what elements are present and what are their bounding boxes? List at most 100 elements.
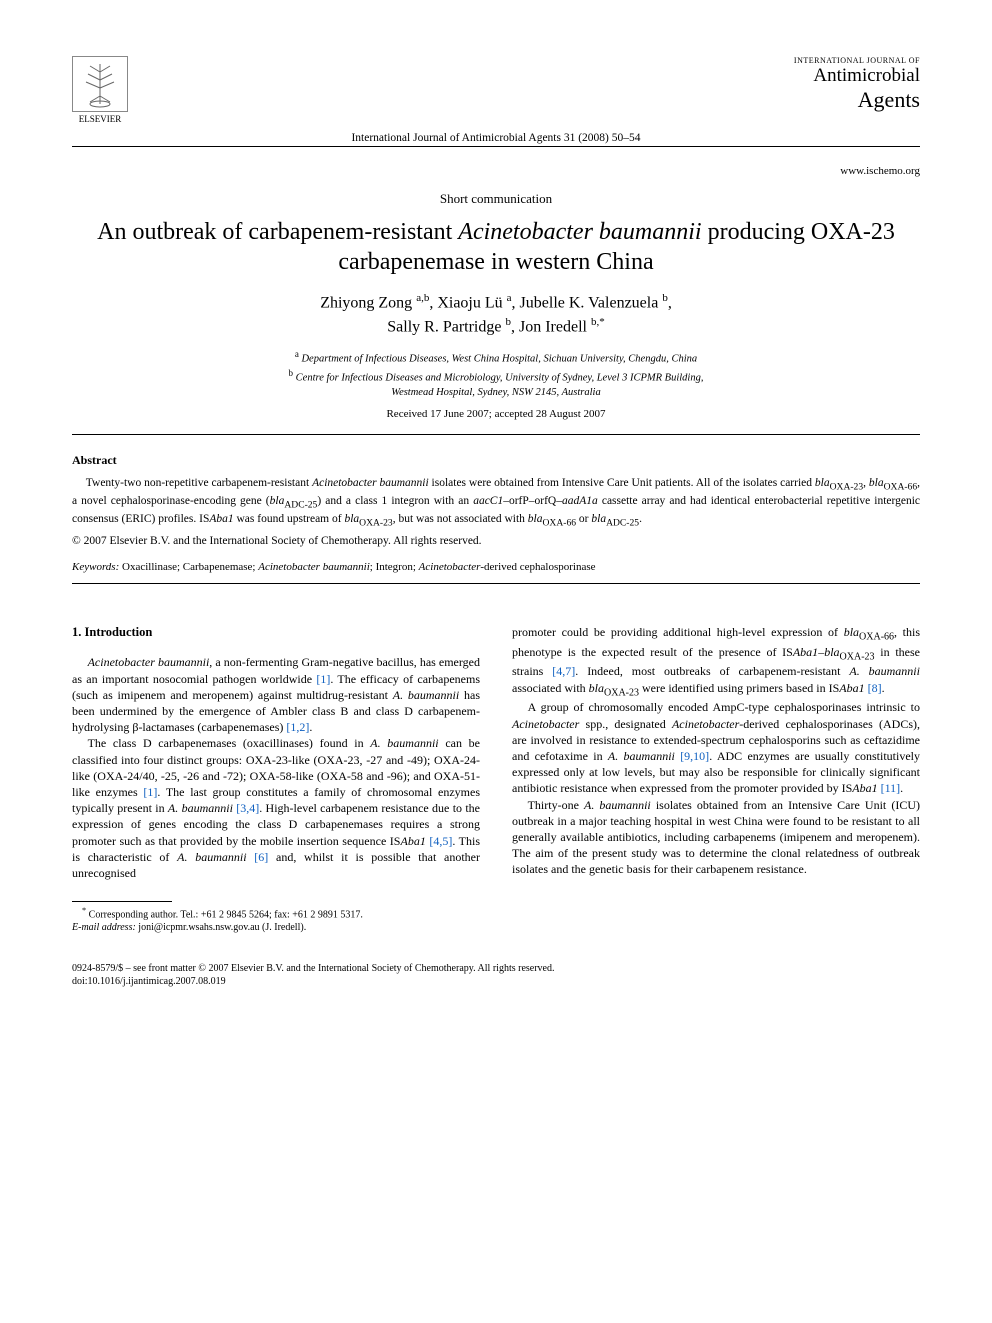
cite-910[interactable]: [9,10] (680, 749, 709, 763)
abs-t5: ) and a class 1 integron with an (317, 495, 473, 507)
abs-gene6-sub: OXA-23 (359, 518, 393, 529)
r1-gene2-sub: OXA-23 (840, 651, 875, 662)
r1-gene3: bla (589, 681, 604, 695)
citation-line: International Journal of Antimicrobial A… (72, 132, 920, 144)
r2-t7: . (900, 781, 903, 795)
journal-logo: INTERNATIONAL JOURNAL OF Antimicrobial A… (794, 56, 920, 113)
title-species: Acinetobacter baumannii (458, 219, 701, 245)
keywords-label: Keywords: (72, 561, 119, 573)
page-footer: 0924-8579/$ – see front matter © 2007 El… (72, 962, 920, 988)
r1-t1: promoter could be providing additional h… (512, 625, 844, 639)
corresponding-footnote: * Corresponding author. Tel.: +61 2 9845… (72, 906, 480, 934)
r2-t1: A group of chromosomally encoded AmpC-ty… (528, 700, 920, 714)
elsevier-tree-icon (72, 56, 128, 112)
affil-b-l1: Centre for Infectious Diseases and Micro… (293, 373, 703, 384)
cite-1b[interactable]: [1] (143, 785, 157, 799)
p1-species2: A. baumannii (393, 688, 459, 702)
abs-t2: isolates were obtained from Intensive Ca… (429, 477, 815, 489)
article-dates: Received 17 June 2007; accepted 28 Augus… (72, 408, 920, 420)
kw-3: ; Integron; (370, 561, 419, 573)
abstract-body: Twenty-two non-repetitive carbapenem-res… (72, 476, 920, 531)
abs-gene5: aadA1a (562, 495, 598, 507)
cite-11[interactable]: [11] (881, 781, 901, 795)
cite-8[interactable]: [8] (868, 681, 882, 695)
abs-t10: or (576, 513, 591, 525)
p1-species: Acinetobacter baumannii (88, 655, 210, 669)
author-5-aff: b, (591, 316, 599, 328)
author-1: Zhiyong Zong (320, 294, 416, 311)
abs-gene3-sub: ADC-25 (284, 499, 317, 510)
abstract-copyright: © 2007 Elsevier B.V. and the Internation… (72, 535, 920, 547)
r2-species: A. baumannii (608, 749, 675, 763)
abs-t1: Twenty-two non-repetitive carbapenem-res… (86, 477, 312, 489)
r3-species: A. baumannii (584, 798, 651, 812)
section-1-head: 1. Introduction (72, 624, 480, 641)
abstract-heading: Abstract (72, 453, 920, 468)
intro-p2-cont: promoter could be providing additional h… (512, 624, 920, 700)
abs-gene3: bla (270, 495, 285, 507)
header-row: ELSEVIER INTERNATIONAL JOURNAL OF Antimi… (72, 56, 920, 124)
r1-gene1-sub: OXA-66 (859, 631, 894, 642)
p2-species2: A. baumannii (168, 801, 233, 815)
author-sep-4: , Jon Iredell (511, 318, 591, 335)
p2-species3: A. baumannii (177, 850, 246, 864)
p2-isaba: Aba1 (400, 834, 425, 848)
author-4: Sally R. Partridge (387, 318, 505, 335)
r2-genus1: Acinetobacter (512, 717, 579, 731)
author-sep-1: , Xiaoju Lü (429, 294, 506, 311)
r3-t1: Thirty-one (528, 798, 584, 812)
intro-p3: A group of chromosomally encoded AmpC-ty… (512, 699, 920, 796)
abs-gene6: bla (344, 513, 359, 525)
kw-5: -derived cephalosporinase (480, 561, 595, 573)
right-column: promoter could be providing additional h… (512, 624, 920, 935)
kw-2: Acinetobacter baumannii (258, 561, 370, 573)
r1-gene1: bla (844, 625, 859, 639)
cite-6[interactable]: [6] (254, 850, 268, 864)
r1-t5: . Indeed, most outbreaks of carbapenem-r… (575, 664, 849, 678)
intro-p4: Thirty-one A. baumannii isolates obtaine… (512, 797, 920, 878)
author-5-star: * (599, 316, 605, 328)
footnote-rule (72, 901, 172, 902)
abs-gene8: bla (591, 513, 606, 525)
affiliations: a Department of Infectious Diseases, Wes… (72, 348, 920, 400)
body-columns: 1. Introduction Acinetobacter baumannii,… (72, 624, 920, 935)
journal-agents: Agents (858, 87, 920, 113)
r1-gene3-sub: OXA-23 (604, 687, 639, 698)
abs-gene2: bla (869, 477, 884, 489)
p2-species: A. baumannii (370, 736, 438, 750)
footnote-who: (J. Iredell). (260, 922, 307, 933)
author-sep-2: , Jubelle K. Valenzuela (512, 294, 663, 311)
abs-gene1-sub: OXA-23 (830, 481, 864, 492)
r1-isaba2: Aba1 (839, 681, 864, 695)
abstract-rule-top (72, 434, 920, 435)
abs-gene1: bla (815, 477, 830, 489)
cite-45[interactable]: [4,5] (429, 834, 452, 848)
site-url: www.ischemo.org (72, 165, 920, 177)
abs-t6: –orfP–orfQ– (503, 495, 562, 507)
author-sep-3: , (668, 294, 672, 311)
kw-1: Oxacillinase; Carbapenemase; (119, 561, 258, 573)
footnote-corr: Corresponding author. Tel.: +61 2 9845 5… (86, 909, 363, 920)
abs-species: Acinetobacter baumannii (312, 477, 429, 489)
footnote-email[interactable]: joni@icpmr.wsahs.nsw.gov.au (136, 922, 260, 933)
abs-t8: was found upstream of (234, 513, 345, 525)
abs-gene7: bla (528, 513, 543, 525)
header-rule (72, 146, 920, 147)
r1-isaba: Aba1 (793, 645, 818, 659)
keywords: Keywords: Oxacillinase; Carbapenemase; A… (72, 561, 920, 573)
kw-4: Acinetobacter (419, 561, 481, 573)
abstract-rule-bottom (72, 583, 920, 584)
title-pre: An outbreak of carbapenem-resistant (97, 219, 458, 245)
r2-t2: spp., designated (579, 717, 672, 731)
cite-1[interactable]: [1] (316, 672, 330, 686)
journal-antimicrobial: Antimicrobial (813, 65, 920, 87)
cite-34[interactable]: [3,4] (236, 801, 259, 815)
elsevier-name: ELSEVIER (79, 114, 122, 124)
cite-47[interactable]: [4,7] (552, 664, 575, 678)
abs-t11: . (639, 513, 642, 525)
footer-line-1: 0924-8579/$ – see front matter © 2007 El… (72, 962, 920, 975)
footnote-email-label: E-mail address: (72, 922, 136, 933)
abs-gene2-sub: OXA-66 (884, 481, 918, 492)
cite-12[interactable]: [1,2] (286, 720, 309, 734)
p1-t4: . (309, 720, 312, 734)
